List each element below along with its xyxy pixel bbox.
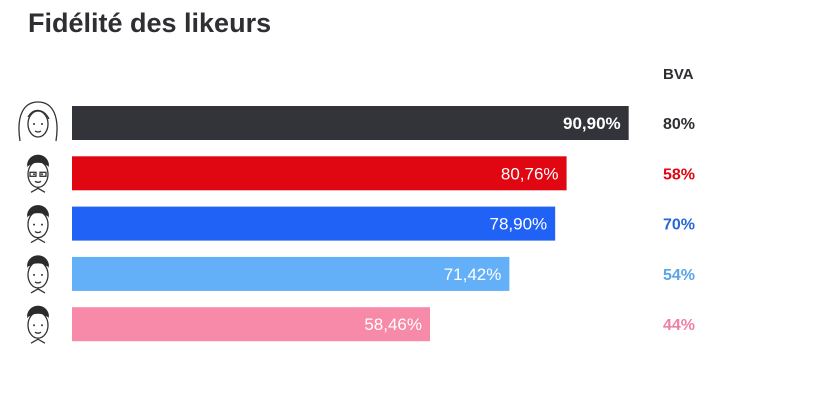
portrait-man-icon-3: [27, 205, 49, 244]
bar-1: [72, 106, 629, 140]
bar-4: [72, 256, 510, 291]
bva-value-5: 44%: [663, 317, 695, 334]
bva-value-3: 70%: [663, 217, 695, 234]
bar-2: [72, 156, 567, 191]
bar-value-label-2: 80,76%: [501, 164, 559, 183]
bar-3: [72, 206, 556, 241]
bar-value-label-3: 78,90%: [490, 215, 548, 234]
portrait-man-icon-4: [27, 255, 49, 294]
portrait-woman-icon-1: [18, 101, 58, 142]
bva-value-2: 58%: [663, 166, 695, 183]
portrait-man-glasses-icon-2: [27, 154, 49, 193]
bar-value-label-5: 58,46%: [364, 315, 422, 334]
portrait-man-icon-5: [27, 305, 49, 344]
bva-value-4: 54%: [663, 267, 695, 284]
bva-column-header: BVA: [663, 66, 694, 83]
bva-value-1: 80%: [663, 116, 695, 133]
bar-value-label-1: 90,90%: [563, 114, 621, 133]
bar-value-label-4: 71,42%: [444, 265, 502, 284]
chart-title: Fidélité des likeurs: [28, 8, 272, 38]
bar-5: [72, 307, 431, 342]
